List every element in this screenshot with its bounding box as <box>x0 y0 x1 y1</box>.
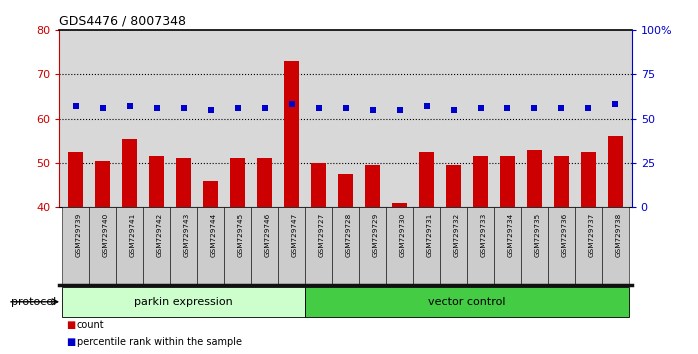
Text: ■: ■ <box>66 320 75 330</box>
Text: count: count <box>77 320 105 330</box>
Point <box>394 107 405 113</box>
Bar <box>386 207 413 285</box>
Bar <box>338 174 353 207</box>
Text: GSM729739: GSM729739 <box>75 212 82 257</box>
Bar <box>251 207 278 285</box>
Bar <box>494 207 521 285</box>
Bar <box>419 152 434 207</box>
Text: GSM729746: GSM729746 <box>265 212 271 257</box>
Bar <box>608 136 623 207</box>
Point <box>475 105 486 111</box>
Text: GSM729729: GSM729729 <box>373 212 378 257</box>
Bar <box>500 156 515 207</box>
Text: GSM729742: GSM729742 <box>156 212 163 257</box>
Point <box>502 105 513 111</box>
Bar <box>305 287 629 317</box>
Point <box>367 107 378 113</box>
Bar <box>581 152 596 207</box>
Text: GSM729732: GSM729732 <box>454 212 459 257</box>
Bar <box>440 207 467 285</box>
Text: GSM729740: GSM729740 <box>103 212 108 257</box>
Text: GSM729745: GSM729745 <box>237 212 244 257</box>
Bar <box>95 161 110 207</box>
Point <box>610 102 621 107</box>
Text: GSM729735: GSM729735 <box>535 212 540 257</box>
Point <box>70 103 81 109</box>
Point <box>421 103 432 109</box>
Text: GSM729730: GSM729730 <box>399 212 406 257</box>
Bar <box>143 207 170 285</box>
Bar <box>203 181 218 207</box>
Text: GSM729733: GSM729733 <box>480 212 487 257</box>
Bar <box>365 165 380 207</box>
Point <box>124 103 135 109</box>
Bar <box>548 207 575 285</box>
Bar <box>554 156 569 207</box>
Bar <box>446 165 461 207</box>
Bar <box>527 149 542 207</box>
Point <box>556 105 567 111</box>
Point <box>97 105 108 111</box>
Bar <box>284 61 299 207</box>
Bar <box>170 207 197 285</box>
Bar <box>467 207 494 285</box>
Text: protocol: protocol <box>10 297 56 307</box>
Text: GSM729743: GSM729743 <box>184 212 190 257</box>
Point <box>286 102 297 107</box>
Bar <box>197 207 224 285</box>
Point <box>340 105 351 111</box>
Bar <box>89 207 116 285</box>
Bar <box>62 207 89 285</box>
Bar <box>230 159 245 207</box>
Text: GSM729741: GSM729741 <box>130 212 135 257</box>
Text: ■: ■ <box>66 337 75 347</box>
Bar <box>359 207 386 285</box>
Bar <box>521 207 548 285</box>
Point <box>259 105 270 111</box>
Text: GDS4476 / 8007348: GDS4476 / 8007348 <box>59 15 186 28</box>
Point <box>232 105 243 111</box>
Text: GSM729736: GSM729736 <box>561 212 567 257</box>
Text: GSM729747: GSM729747 <box>292 212 297 257</box>
Text: percentile rank within the sample: percentile rank within the sample <box>77 337 242 347</box>
Bar <box>176 159 191 207</box>
Text: GSM729734: GSM729734 <box>507 212 514 257</box>
Bar <box>68 152 83 207</box>
Point <box>529 105 540 111</box>
Text: vector control: vector control <box>429 297 506 307</box>
Bar <box>473 156 488 207</box>
Point <box>151 105 162 111</box>
Text: GSM729744: GSM729744 <box>211 212 216 257</box>
Bar <box>413 207 440 285</box>
Bar <box>332 207 359 285</box>
Text: parkin expression: parkin expression <box>134 297 233 307</box>
Bar <box>122 138 137 207</box>
Bar <box>62 287 305 317</box>
Bar <box>224 207 251 285</box>
Bar <box>602 207 629 285</box>
Bar <box>116 207 143 285</box>
Text: GSM729728: GSM729728 <box>346 212 352 257</box>
Text: GSM729731: GSM729731 <box>426 212 433 257</box>
Bar <box>392 202 407 207</box>
Bar <box>278 207 305 285</box>
Point <box>178 105 189 111</box>
Text: GSM729738: GSM729738 <box>616 212 621 257</box>
Text: GSM729727: GSM729727 <box>318 212 325 257</box>
Text: GSM729737: GSM729737 <box>588 212 595 257</box>
Bar <box>257 159 272 207</box>
Point <box>313 105 324 111</box>
Point <box>205 107 216 113</box>
Point <box>583 105 594 111</box>
Bar <box>575 207 602 285</box>
Bar <box>311 163 326 207</box>
Bar <box>149 156 164 207</box>
Bar <box>305 207 332 285</box>
Point <box>448 107 459 113</box>
